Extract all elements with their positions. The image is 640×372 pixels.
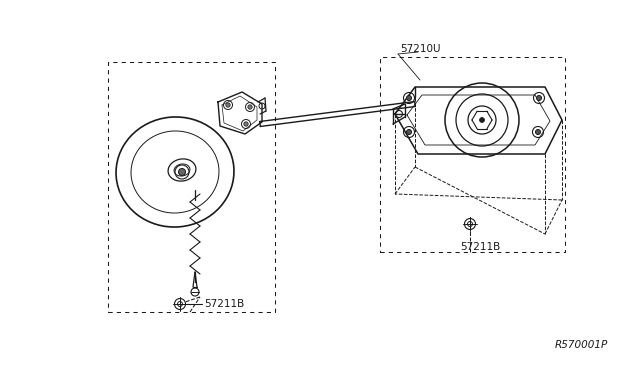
Circle shape [244,122,248,126]
Circle shape [248,105,252,109]
Text: R570001P: R570001P [555,340,608,350]
Circle shape [406,129,412,135]
Circle shape [479,118,484,122]
Circle shape [536,96,541,100]
Circle shape [179,169,186,176]
Circle shape [406,96,412,100]
Text: 57211B: 57211B [204,299,244,309]
Circle shape [536,129,541,135]
Circle shape [226,103,230,107]
Text: 57210U: 57210U [400,44,440,54]
Text: 57211B: 57211B [460,242,500,252]
